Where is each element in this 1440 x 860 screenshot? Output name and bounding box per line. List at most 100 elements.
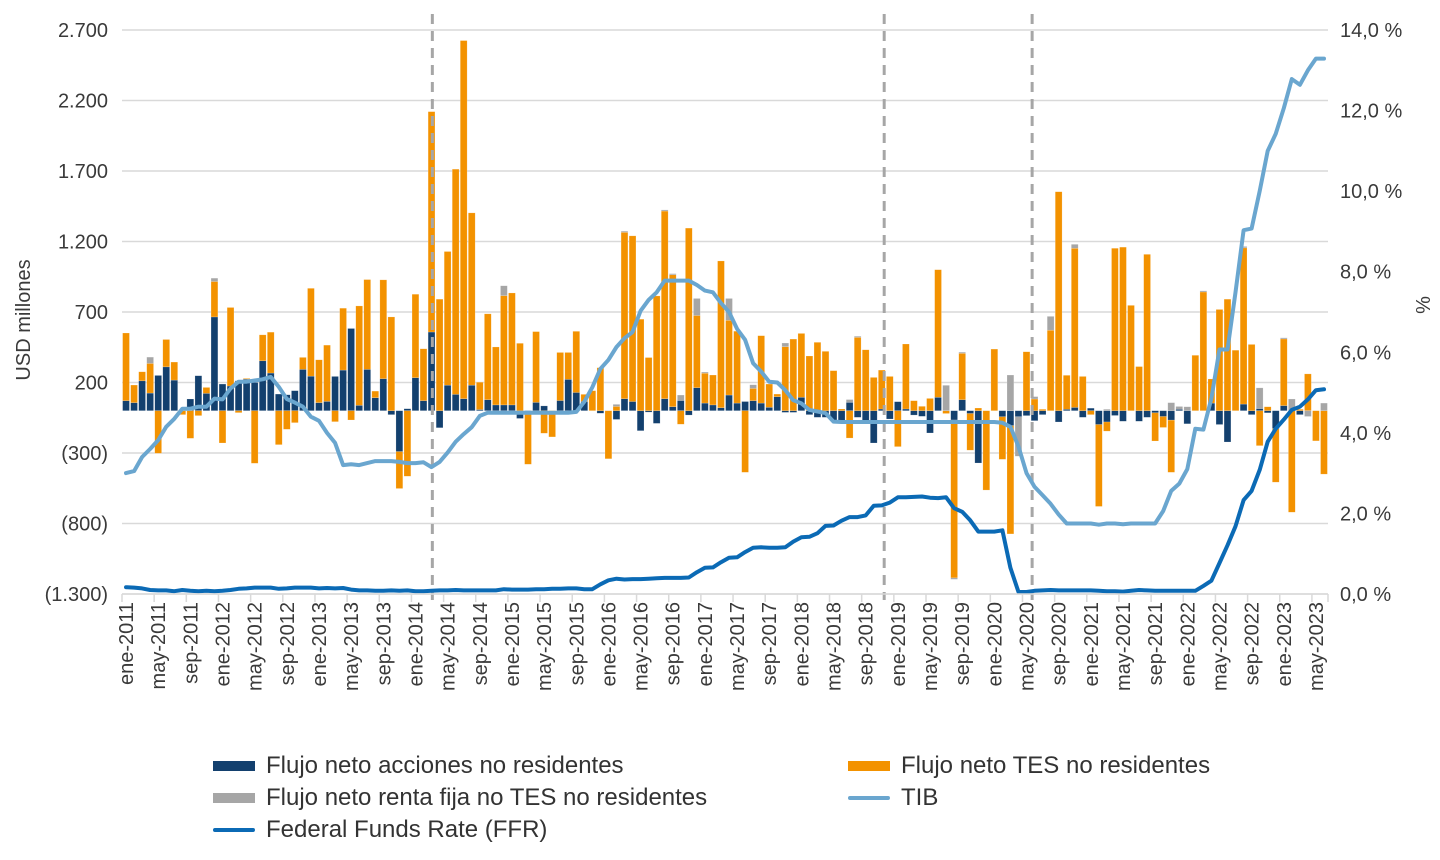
bar-tes: [443, 251, 452, 386]
bar-renta-fija: [1183, 406, 1191, 411]
x-tick-label: may-2020: [1017, 602, 1039, 691]
bar-renta-fija: [1167, 402, 1175, 411]
bar-acciones: [717, 407, 725, 411]
bar-tes: [363, 279, 371, 370]
y-axis-title: USD millones: [13, 259, 35, 380]
y2-tick-label: 10,0 %: [1340, 181, 1402, 203]
bar-tes: [982, 410, 990, 491]
bar-tes: [460, 40, 468, 399]
bar-acciones: [122, 400, 130, 411]
x-tick-label: sep-2012: [277, 602, 299, 685]
line-ffr: [124, 387, 1326, 594]
bar-tes: [693, 315, 701, 388]
bar-tes: [202, 387, 211, 394]
bar-acciones: [612, 410, 621, 420]
x-tick-label: sep-2016: [663, 602, 685, 685]
bar-acciones: [460, 398, 468, 411]
bar-tes: [267, 331, 275, 374]
bar-tes: [604, 410, 613, 460]
bar-renta-fija: [1006, 374, 1015, 411]
bar-acciones: [170, 379, 178, 411]
bar-tes: [853, 337, 862, 411]
bar-tes: [1095, 424, 1103, 507]
bar-tes: [138, 371, 146, 382]
bar-acciones: [1119, 410, 1127, 422]
bar-tes: [781, 346, 789, 411]
bar-acciones: [154, 375, 162, 411]
bar-acciones: [596, 410, 605, 414]
bar-tes: [395, 451, 404, 489]
x-tick-label: ene-2022: [1177, 602, 1199, 687]
bar-acciones: [701, 402, 709, 411]
bar-renta-fija: [781, 342, 789, 347]
bar-tes: [331, 410, 339, 422]
x-tick-label: ene-2018: [791, 602, 813, 687]
bar-tes: [620, 232, 629, 399]
bar-acciones: [1239, 403, 1248, 411]
bar-tes: [492, 346, 500, 406]
y2-tick-label: 2,0 %: [1340, 503, 1391, 525]
bar-renta-fija: [942, 385, 950, 411]
bar-acciones: [669, 406, 677, 411]
bar-tes: [950, 419, 958, 579]
bar-acciones: [435, 410, 444, 429]
bar-acciones: [508, 404, 516, 411]
bar-renta-fija: [1320, 402, 1328, 411]
bar-renta-fija: [701, 371, 709, 374]
bar-acciones: [652, 410, 661, 424]
bar-tes: [797, 333, 806, 398]
bar-tes: [709, 374, 717, 406]
bar-tes: [685, 227, 693, 411]
bar-acciones: [355, 405, 363, 411]
bar-acciones: [902, 408, 910, 411]
bar-tes: [958, 353, 966, 400]
bar-tes: [1046, 329, 1055, 411]
bar-acciones: [1071, 407, 1079, 411]
bar-tes: [942, 410, 950, 414]
bar-acciones: [267, 372, 275, 411]
bar-tes: [1288, 410, 1296, 513]
x-tick-label: ene-2017: [695, 602, 717, 687]
bar-acciones: [492, 404, 500, 411]
bar-acciones: [411, 377, 420, 411]
bar-tes: [162, 339, 170, 368]
bar-tes: [1191, 355, 1200, 411]
bar-tes: [870, 377, 878, 411]
bar-tes: [218, 410, 227, 444]
bar-acciones: [1159, 410, 1167, 417]
bar-acciones: [765, 407, 773, 411]
bar-acciones: [275, 393, 283, 411]
bar-tes: [1247, 344, 1256, 411]
bar-tes: [451, 168, 460, 395]
bar-acciones: [1215, 410, 1224, 425]
bar-acciones: [1296, 410, 1304, 415]
axes: 2.700 2.200 1.700 1.200 700 200 (300) (800) (1.3…: [45, 20, 1403, 691]
bar-acciones: [339, 369, 347, 411]
x-tick-label: ene-2019: [888, 602, 910, 687]
bar-tes: [894, 410, 902, 447]
legend-item-ffr: Federal Funds Rate (FFR): [213, 816, 547, 844]
bar-tes: [966, 413, 974, 451]
bar-acciones: [451, 394, 460, 411]
bar-acciones: [974, 410, 982, 464]
bar-renta-fija: [1046, 316, 1055, 331]
bar-tes: [733, 330, 741, 404]
y-tick-label: 2.200: [58, 91, 108, 113]
bar-tes: [1280, 338, 1288, 406]
bar-acciones: [1022, 410, 1031, 416]
bar-tes: [226, 307, 235, 387]
bar-acciones: [725, 394, 733, 411]
y2-tick-label: 6,0 %: [1340, 342, 1391, 364]
bar-tes: [1127, 305, 1135, 411]
bar-tes: [1231, 349, 1240, 411]
x-tick-label: ene-2012: [213, 602, 235, 687]
bar-tes: [926, 398, 934, 411]
bar-tes: [1167, 419, 1175, 473]
bar-tes: [572, 331, 580, 393]
y2-tick-label: 4,0 %: [1340, 423, 1391, 445]
bar-tes: [411, 293, 420, 378]
bar-tes: [1304, 373, 1312, 411]
bar-tes: [829, 370, 838, 411]
legend-swatch-ffr: [213, 828, 255, 832]
bar-tes: [1143, 254, 1151, 411]
